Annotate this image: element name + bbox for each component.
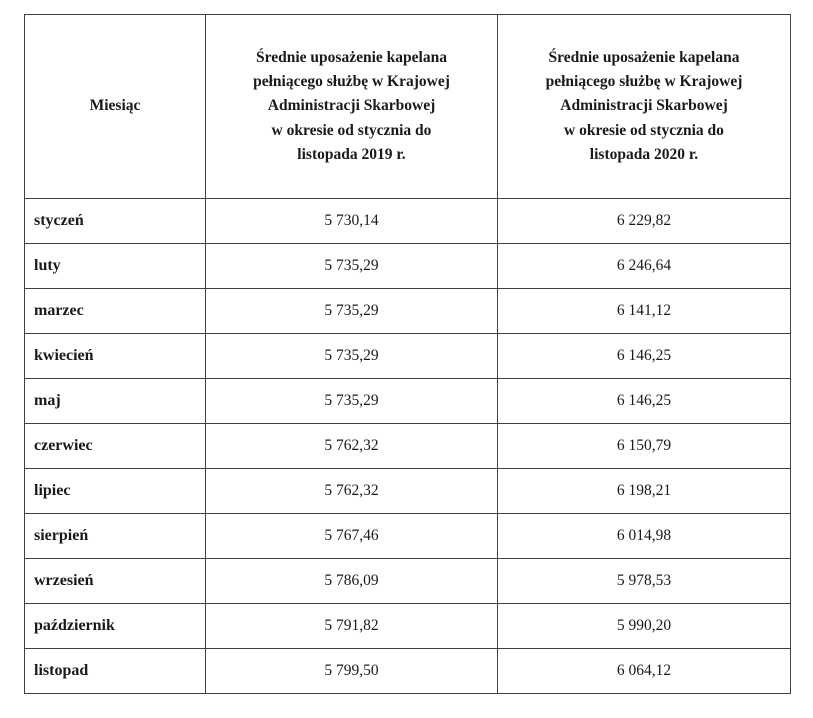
month-cell: maj	[24, 378, 206, 424]
value-cell: 6 150,79	[497, 423, 791, 469]
value-cell: 6 146,25	[497, 378, 791, 424]
month-cell: lipiec	[24, 468, 206, 514]
table-row: wrzesień 5 786,09 5 978,53	[24, 558, 791, 604]
value-cell: 5 767,46	[205, 513, 498, 559]
value-cell: 6 064,12	[497, 648, 791, 694]
value-cell: 5 762,32	[205, 423, 498, 469]
month-cell: czerwiec	[24, 423, 206, 469]
table-row: sierpień 5 767,46 6 014,98	[24, 513, 791, 559]
month-cell: październik	[24, 603, 206, 649]
table-header: Miesiąc Średnie uposażenie kapelana pełn…	[24, 14, 791, 199]
month-cell: kwiecień	[24, 333, 206, 379]
table-header-row: Miesiąc Średnie uposażenie kapelana pełn…	[24, 14, 791, 199]
value-cell: 5 978,53	[497, 558, 791, 604]
month-cell: wrzesień	[24, 558, 206, 604]
column-header-2020: Średnie uposażenie kapelana pełniącego s…	[497, 14, 791, 199]
table-body: styczeń 5 730,14 6 229,82 luty 5 735,29 6 246…	[24, 198, 791, 694]
table-row: maj 5 735,29 6 146,25	[24, 378, 791, 424]
page: Miesiąc Średnie uposażenie kapelana pełn…	[24, 14, 791, 694]
table-row: styczeń 5 730,14 6 229,82	[24, 198, 791, 244]
value-cell: 5 990,20	[497, 603, 791, 649]
table-row: luty 5 735,29 6 246,64	[24, 243, 791, 289]
month-cell: marzec	[24, 288, 206, 334]
value-cell: 6 229,82	[497, 198, 791, 244]
value-cell: 6 246,64	[497, 243, 791, 289]
value-cell: 5 730,14	[205, 198, 498, 244]
value-cell: 5 791,82	[205, 603, 498, 649]
value-cell: 5 799,50	[205, 648, 498, 694]
table-row: październik 5 791,82 5 990,20	[24, 603, 791, 649]
value-cell: 6 146,25	[497, 333, 791, 379]
value-cell: 5 762,32	[205, 468, 498, 514]
table-row: czerwiec 5 762,32 6 150,79	[24, 423, 791, 469]
month-cell: listopad	[24, 648, 206, 694]
salary-table: Miesiąc Średnie uposażenie kapelana pełn…	[24, 14, 791, 694]
column-header-2019: Średnie uposażenie kapelana pełniącego s…	[205, 14, 498, 199]
column-header-month: Miesiąc	[24, 14, 206, 199]
table-row: listopad 5 799,50 6 064,12	[24, 648, 791, 694]
value-cell: 5 735,29	[205, 243, 498, 289]
table-row: lipiec 5 762,32 6 198,21	[24, 468, 791, 514]
value-cell: 6 141,12	[497, 288, 791, 334]
month-cell: sierpień	[24, 513, 206, 559]
value-cell: 6 198,21	[497, 468, 791, 514]
month-cell: styczeń	[24, 198, 206, 244]
value-cell: 5 786,09	[205, 558, 498, 604]
value-cell: 5 735,29	[205, 288, 498, 334]
month-cell: luty	[24, 243, 206, 289]
table-row: marzec 5 735,29 6 141,12	[24, 288, 791, 334]
value-cell: 5 735,29	[205, 333, 498, 379]
value-cell: 6 014,98	[497, 513, 791, 559]
value-cell: 5 735,29	[205, 378, 498, 424]
table-row: kwiecień 5 735,29 6 146,25	[24, 333, 791, 379]
